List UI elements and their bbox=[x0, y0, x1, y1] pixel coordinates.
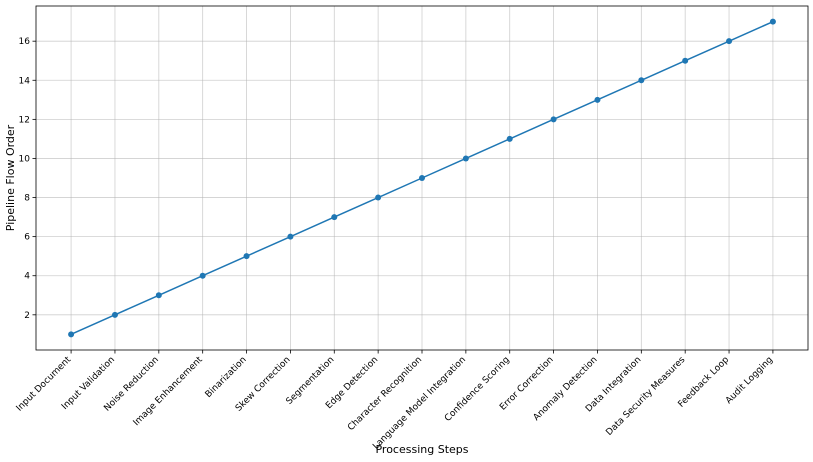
x-tick-label: Language Model Integration bbox=[371, 355, 468, 452]
data-point bbox=[199, 272, 206, 279]
x-tick-label: Data Security Measures bbox=[604, 355, 687, 438]
x-tick-label: Character Recognition bbox=[346, 355, 424, 433]
y-tick-label: 10 bbox=[19, 154, 31, 164]
y-tick-label: 8 bbox=[24, 194, 30, 204]
data-point bbox=[769, 18, 776, 25]
data-point bbox=[726, 38, 733, 45]
data-point bbox=[111, 311, 118, 318]
y-tick-label: 16 bbox=[19, 37, 31, 47]
y-tick-label: 12 bbox=[19, 115, 30, 125]
y-tick-label: 2 bbox=[24, 311, 30, 321]
x-tick-label: Binarization bbox=[204, 355, 249, 400]
data-point bbox=[419, 175, 425, 181]
data-point bbox=[68, 331, 75, 338]
y-tick-label: 4 bbox=[24, 272, 30, 282]
y-tick-label: 14 bbox=[19, 76, 31, 86]
x-tick-label: Audit Logging bbox=[724, 355, 775, 406]
data-point bbox=[594, 96, 601, 103]
y-tick-label: 6 bbox=[24, 233, 30, 243]
data-point bbox=[243, 253, 250, 260]
data-point bbox=[331, 214, 338, 221]
plot-frame bbox=[35, 5, 809, 351]
data-point bbox=[462, 155, 469, 162]
data-point bbox=[155, 292, 162, 299]
x-axis-label: Processing Steps bbox=[375, 443, 468, 456]
y-axis-label: Pipeline Flow Order bbox=[4, 124, 17, 231]
data-point bbox=[375, 194, 382, 201]
data-point bbox=[550, 116, 557, 123]
data-point bbox=[287, 233, 294, 240]
data-point bbox=[638, 77, 645, 84]
data-point bbox=[506, 135, 513, 142]
data-point bbox=[682, 57, 689, 64]
